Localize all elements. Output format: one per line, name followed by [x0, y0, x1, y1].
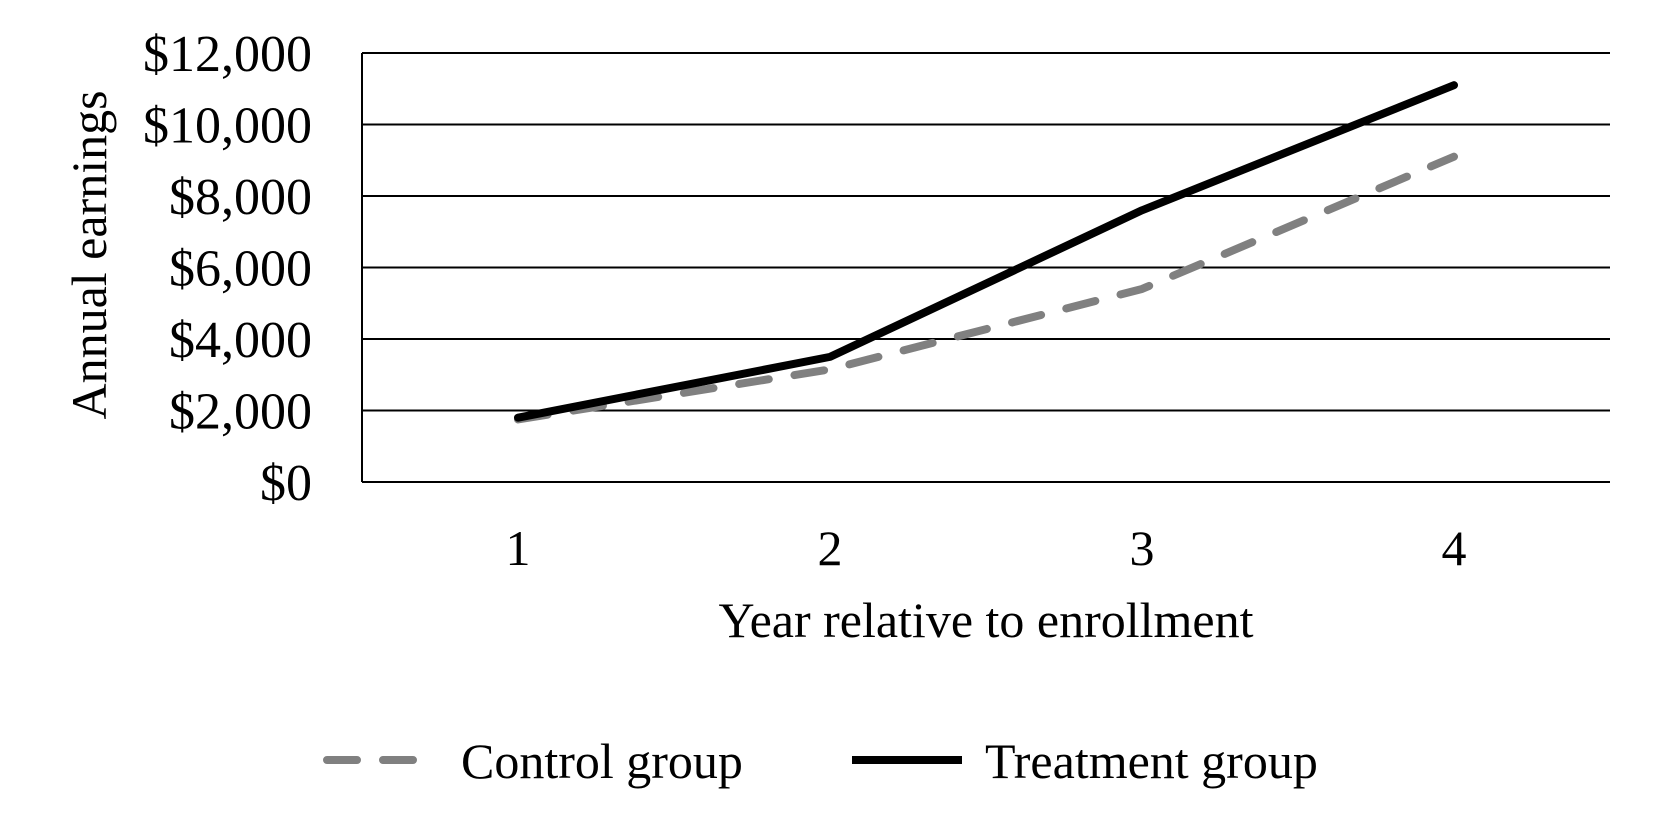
legend: Control group Treatment group	[323, 733, 1318, 789]
y-axis-tick-labels: $0 $2,000 $4,000 $6,000 $8,000 $10,000 $12,000	[143, 26, 312, 512]
x-tick-label-0: 1	[506, 520, 531, 576]
y-tick-label-3: $6,000	[169, 241, 312, 298]
x-tick-label-2: 3	[1130, 520, 1155, 576]
y-tick-label-2: $4,000	[169, 312, 312, 369]
x-axis-tick-labels: 1 2 3 4	[506, 520, 1467, 576]
x-axis-title: Year relative to enrollment	[718, 592, 1253, 648]
y-axis-title: Annual earnings	[61, 90, 117, 419]
y-tick-label-5: $10,000	[143, 98, 312, 155]
y-tick-label-4: $8,000	[169, 169, 312, 226]
series-lines	[514, 81, 1458, 424]
x-tick-label-3: 4	[1442, 520, 1467, 576]
x-tick-label-1: 2	[818, 520, 843, 576]
legend-label-treatment-group: Treatment group	[985, 733, 1318, 789]
series-line-treatment-group	[514, 81, 1458, 422]
y-tick-label-6: $12,000	[143, 26, 312, 83]
legend-label-control-group: Control group	[461, 733, 743, 789]
series-line-control-group	[514, 152, 1458, 424]
y-tick-label-1: $2,000	[169, 384, 312, 441]
y-tick-label-0: $0	[260, 455, 312, 512]
